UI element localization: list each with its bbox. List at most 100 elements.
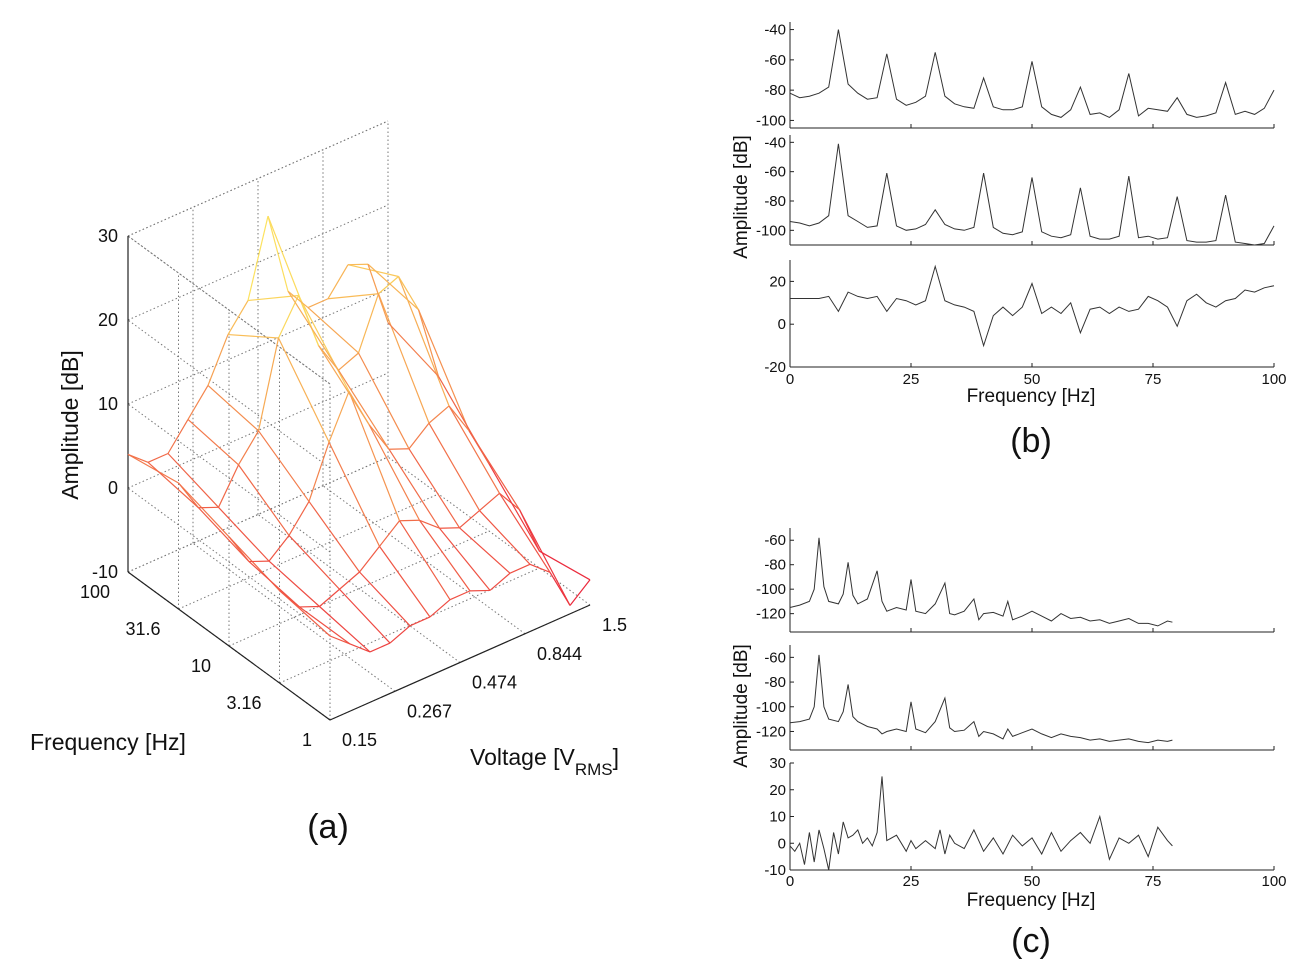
surface-edge: [178, 482, 230, 538]
x-tick-label: 0: [786, 873, 794, 890]
grid-line: [127, 235, 331, 385]
surface-edge: [498, 492, 551, 573]
surface-edge: [529, 563, 551, 573]
series-line: [789, 537, 1173, 627]
y-tick-label: 20: [769, 782, 786, 799]
surface-edge: [227, 300, 249, 335]
y-tick-label: 3.16: [226, 693, 261, 713]
y-tick-label: -80: [764, 193, 786, 210]
x-tick-label: 50: [1024, 371, 1041, 388]
surface-edge: [448, 405, 470, 432]
surface-edge: [319, 606, 371, 653]
surface-edge: [449, 590, 471, 601]
surface-edge: [408, 448, 461, 529]
surface-edge: [227, 333, 279, 339]
surface-edge: [327, 293, 379, 300]
surface-edge: [379, 520, 400, 547]
y-tick-label: -100: [756, 581, 786, 598]
surface-edge: [327, 264, 349, 300]
surface-edge: [397, 276, 450, 407]
surface-edge: [437, 376, 490, 465]
y-tick-label: -10: [764, 862, 786, 879]
z-tick-label: 0: [108, 478, 118, 498]
surface-edge: [247, 294, 299, 302]
y-tick-label: 1: [302, 730, 312, 750]
surface-edge: [328, 391, 350, 443]
surface-edge: [388, 448, 441, 529]
surface-edge: [288, 501, 310, 536]
surface-edge: [539, 550, 591, 581]
y-tick-label: 0: [778, 835, 786, 852]
panel-b-ylabel: Amplitude [dB]: [731, 135, 752, 259]
x-tick-label: 50: [1024, 873, 1041, 890]
y-tick-label: 10: [769, 809, 786, 826]
y-tick-label: -40: [764, 22, 786, 39]
surface-edge: [379, 546, 431, 618]
surface-edge: [268, 560, 320, 607]
surface-edge: [429, 599, 451, 618]
panel-a-surface-mesh: [127, 215, 591, 653]
surface-edge: [178, 482, 199, 509]
x-tick-label: 100: [1261, 371, 1286, 388]
surface-edge: [509, 563, 531, 574]
x-tick-label: 25: [903, 873, 920, 890]
surface-edge: [299, 606, 351, 645]
panel-b-caption: (b): [1010, 422, 1052, 460]
x-tick-label: 25: [903, 371, 920, 388]
surface-edge: [448, 405, 501, 494]
panel-a-zlabel: Amplitude [dB]: [57, 350, 83, 500]
series-line: [789, 654, 1173, 744]
grid-line: [127, 204, 389, 321]
z-tick-label: 20: [98, 310, 118, 330]
surface-edge: [238, 464, 290, 536]
x-tick-label: 0.15: [342, 730, 377, 750]
x-tick-label: 0.267: [407, 701, 452, 721]
surface-edge: [499, 492, 520, 511]
y-tick-label: -120: [756, 723, 786, 740]
panel-a-xlabel-sub: RMS: [575, 760, 613, 779]
panel-a-xlabel-end: ]: [613, 744, 619, 770]
surface-edge: [257, 337, 280, 431]
surface-edge: [347, 264, 399, 278]
grid-line: [279, 567, 540, 684]
surface-edge: [308, 441, 330, 502]
y-tick-label: -120: [756, 606, 786, 623]
grid-line: [178, 493, 439, 610]
surface-edge: [349, 643, 371, 653]
surface-edge: [479, 510, 531, 565]
surface-edge: [237, 430, 260, 466]
y-tick-label: -60: [764, 164, 786, 181]
y-tick-label: 10: [191, 656, 211, 676]
surface-edge: [218, 506, 270, 562]
surface-edge: [369, 642, 391, 653]
surface-edge: [459, 510, 480, 529]
surface-edge: [439, 527, 491, 591]
surface-edge: [398, 520, 451, 601]
grid-line: [127, 120, 389, 237]
grid-line: [192, 542, 396, 692]
panel-a-axes: [127, 236, 591, 721]
y-tick-label: -60: [764, 649, 786, 666]
x-tick-label: 0.844: [537, 644, 582, 664]
surface-edge: [329, 635, 351, 645]
panel-a-grid: [127, 120, 591, 721]
y-tick-label: -60: [764, 532, 786, 549]
surface-edge: [258, 430, 310, 502]
panel-b-xlabel: Frequency [Hz]: [967, 386, 1096, 407]
y-tick-label: -100: [756, 222, 786, 239]
surface-edge: [518, 509, 571, 606]
surface-edge: [367, 264, 389, 323]
surface-edge: [187, 419, 239, 466]
surface-edge: [338, 352, 359, 371]
surface-edge: [339, 588, 391, 644]
x-tick-label: 1.5: [602, 615, 627, 635]
surface-edge: [378, 276, 399, 295]
surface-edge: [377, 293, 430, 424]
panel-a-xlabel-main: Voltage [V: [470, 744, 576, 770]
surface-edge: [167, 419, 189, 454]
surface-edge: [288, 535, 340, 590]
x-tick-label: 0.474: [472, 673, 517, 693]
surface-edge: [317, 345, 370, 425]
y-tick-label: -80: [764, 557, 786, 574]
